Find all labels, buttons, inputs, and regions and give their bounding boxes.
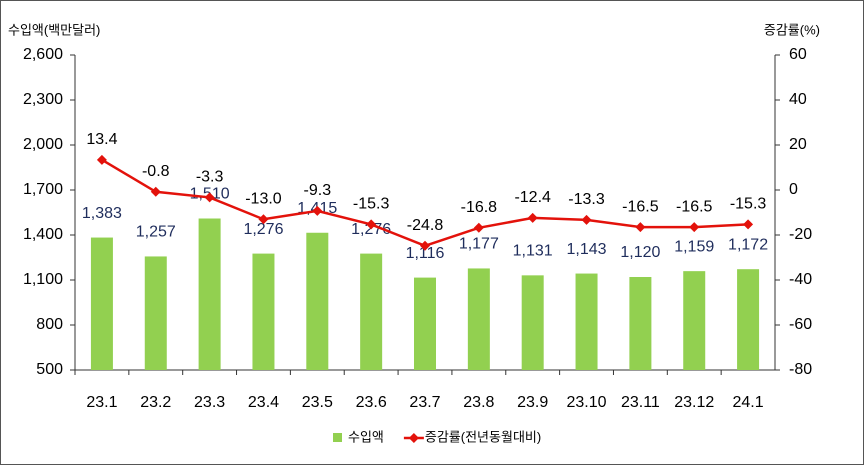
line-marker — [150, 186, 161, 197]
line-value-label: -13.0 — [245, 190, 282, 207]
legend-swatch — [333, 433, 342, 442]
line-value-label: -3.3 — [196, 169, 224, 186]
x-tick-label: 23.12 — [674, 394, 714, 411]
bar-value-label: 1,257 — [136, 224, 176, 241]
line-value-label: -9.3 — [304, 182, 332, 199]
line-marker — [366, 219, 377, 230]
y-tick-label: 2,000 — [23, 136, 63, 153]
x-tick-label: 24.1 — [733, 394, 764, 411]
line-value-label: -16.5 — [676, 198, 713, 215]
line-value-label: -12.4 — [514, 189, 551, 206]
x-tick-label: 23.9 — [517, 394, 548, 411]
x-tick-label: 23.11 — [621, 394, 660, 411]
line-marker — [743, 219, 754, 230]
bar-value-label: 1,383 — [82, 205, 122, 222]
y-tick-label: 1,400 — [23, 226, 63, 243]
bar-value-label: 1,143 — [567, 241, 607, 258]
line-marker — [689, 222, 700, 233]
y-tick-label: 1,700 — [23, 181, 63, 198]
line-marker — [312, 205, 323, 216]
bar-value-label: 1,172 — [728, 236, 768, 253]
line-marker — [527, 212, 538, 223]
line-value-label: -16.5 — [622, 198, 659, 215]
line-value-label: -15.3 — [730, 196, 767, 213]
bar-value-label: 1,159 — [674, 238, 714, 255]
line-value-label: -0.8 — [142, 163, 170, 180]
y-tick-label: 1,100 — [23, 271, 63, 288]
line-value-label: 13.4 — [86, 131, 117, 148]
bar — [575, 273, 598, 370]
bar — [467, 268, 490, 370]
bar-value-label: 1,177 — [459, 236, 499, 253]
legend-label: 증감률(전년동월대비) — [425, 429, 541, 444]
bar — [360, 253, 383, 370]
bar-value-label: 1,131 — [513, 243, 553, 260]
line-marker — [420, 240, 430, 251]
y2-tick-label: 60 — [789, 46, 807, 63]
bar-value-label: 1,276 — [243, 221, 283, 238]
bar — [144, 256, 167, 370]
x-tick-label: 23.1 — [86, 394, 117, 411]
line-marker — [96, 154, 107, 165]
bar — [629, 277, 652, 370]
x-tick-label: 23.7 — [409, 394, 440, 411]
y-tick-label: 800 — [36, 316, 63, 333]
line-marker — [204, 192, 215, 203]
y-axis-title: 수입액(백만달러) — [8, 22, 100, 37]
x-tick-label: 23.2 — [140, 394, 171, 411]
legend-label: 수입액 — [348, 429, 384, 444]
y2-tick-label: -40 — [789, 271, 812, 288]
bar — [198, 218, 221, 370]
bar — [306, 232, 329, 370]
y2-tick-label: 40 — [789, 91, 807, 108]
y-tick-label: 2,300 — [23, 91, 63, 108]
legend-swatch-marker — [408, 433, 419, 443]
line-marker — [473, 222, 484, 233]
x-tick-label: 23.8 — [463, 394, 494, 411]
y2-tick-label: 0 — [789, 181, 798, 198]
bar-value-label: 1,120 — [620, 244, 660, 261]
line-value-label: -16.8 — [461, 199, 498, 216]
line-value-label: -15.3 — [353, 196, 390, 213]
y2-tick-label: -60 — [789, 316, 812, 333]
bar — [90, 237, 113, 370]
y2-axis-title: 증감률(%) — [764, 22, 820, 37]
line-value-label: -13.3 — [568, 191, 605, 208]
x-tick-label: 23.10 — [567, 394, 607, 411]
bar — [737, 269, 760, 370]
y2-tick-label: -20 — [789, 226, 812, 243]
y-tick-label: 2,600 — [23, 46, 63, 63]
bar — [252, 253, 275, 370]
bar — [414, 277, 436, 370]
bar-value-label: 1,116 — [406, 245, 445, 262]
line-marker — [581, 214, 592, 225]
x-tick-label: 23.3 — [194, 394, 225, 411]
x-tick-label: 23.6 — [356, 394, 387, 411]
x-tick-label: 23.4 — [248, 394, 279, 411]
line-marker — [258, 214, 269, 225]
x-tick-label: 23.5 — [302, 394, 333, 411]
bar — [521, 275, 544, 370]
bar — [683, 271, 706, 370]
line-value-label: -24.8 — [407, 217, 444, 234]
y2-tick-label: 20 — [789, 136, 807, 153]
y-tick-label: 500 — [36, 361, 63, 378]
line-marker — [635, 222, 646, 233]
y2-tick-label: -80 — [789, 361, 812, 378]
